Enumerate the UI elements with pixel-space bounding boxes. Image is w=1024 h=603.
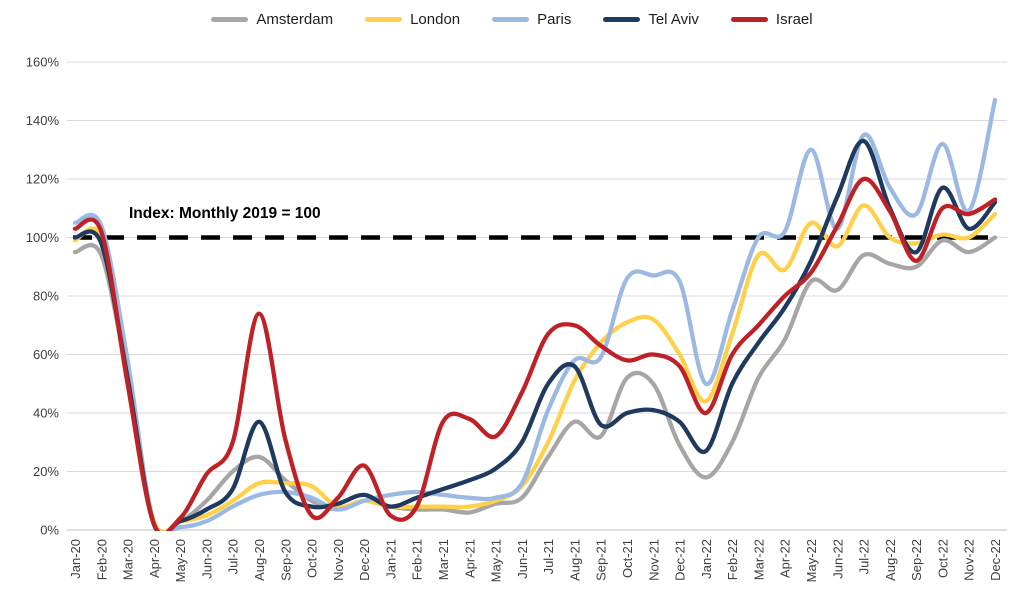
legend-swatch-israel (730, 17, 768, 22)
x-tick-label: Oct-20 (305, 539, 320, 578)
series-line-london (72, 203, 998, 531)
legend-label-paris: Paris (537, 11, 572, 28)
legend-swatch-amsterdam (211, 17, 249, 22)
y-tick-label: 120% (26, 172, 60, 187)
legend-item-amsterdam: Amsterdam (211, 11, 333, 28)
y-tick-label: 0% (40, 523, 59, 538)
x-tick-label: Jun-21 (515, 539, 530, 579)
x-tick-label: Feb-21 (410, 539, 425, 580)
x-tick-label: Mar-22 (751, 539, 766, 580)
legend-label-amsterdam: Amsterdam (256, 11, 334, 28)
x-tick-label: Dec-20 (357, 539, 372, 581)
x-tick-label: Jun-22 (830, 539, 845, 579)
x-tick-label: Nov-22 (962, 539, 977, 581)
x-tick-label: Feb-20 (94, 539, 109, 580)
chart-legend: Amsterdam London Paris Tel Aviv Israel (0, 11, 1024, 28)
x-tick-label: Dec-22 (988, 539, 1003, 581)
x-tick-label: Sep-21 (594, 539, 609, 581)
y-tick-label: 40% (33, 406, 59, 421)
x-tick-label: Jan-21 (383, 539, 398, 579)
x-tick-label: Nov-21 (646, 539, 661, 581)
x-tick-label: Apr-22 (778, 539, 793, 578)
y-tick-label: 160% (26, 55, 60, 70)
legend-swatch-london (365, 17, 403, 22)
legend-label-israel: Israel (775, 11, 813, 28)
x-tick-label: May-22 (804, 539, 819, 582)
x-tick-label: Dec-21 (673, 539, 688, 581)
y-tick-label: 140% (26, 113, 60, 128)
x-tick-label: Nov-20 (331, 539, 346, 581)
x-tick-label: Sep-22 (909, 539, 924, 581)
x-tick-label: Jul-20 (226, 539, 241, 574)
legend-swatch-paris (492, 17, 530, 22)
x-tick-label: Jan-20 (68, 539, 83, 579)
y-tick-label: 60% (33, 347, 59, 362)
x-tick-label: Jul-21 (541, 539, 556, 574)
series-line-israel (72, 176, 998, 531)
legend-item-paris: Paris (492, 11, 571, 28)
annotation-index-note: Index: Monthly 2019 = 100 (129, 205, 321, 222)
y-tick-label: 20% (33, 464, 59, 479)
legend-label-tel-aviv: Tel Aviv (648, 11, 699, 28)
legend-swatch-tel-aviv (603, 17, 641, 22)
legend-label-london: London (410, 11, 461, 28)
x-tick-label: Apr-20 (147, 539, 162, 578)
x-tick-label: May-21 (489, 539, 504, 582)
y-tick-label: 80% (33, 289, 59, 304)
y-tick-label: 100% (26, 230, 60, 245)
legend-item-tel-aviv: Tel Aviv (603, 11, 699, 28)
x-tick-label: Sep-20 (278, 539, 293, 581)
x-tick-label: Jul-22 (857, 539, 872, 574)
x-tick-label: Jun-20 (199, 539, 214, 579)
x-tick-label: Mar-20 (121, 539, 136, 580)
x-tick-label: Mar-21 (436, 539, 451, 580)
x-tick-label: Jan-22 (699, 539, 714, 579)
x-tick-label: Aug-21 (567, 539, 582, 581)
x-tick-label: Oct-21 (620, 539, 635, 578)
legend-item-london: London (365, 11, 460, 28)
legend-item-israel: Israel (730, 11, 813, 28)
x-tick-label: Oct-22 (935, 539, 950, 578)
series-line-paris (72, 97, 998, 531)
x-tick-label: May-20 (173, 539, 188, 582)
x-tick-label: Feb-22 (725, 539, 740, 580)
x-tick-label: Apr-21 (462, 539, 477, 578)
series-line-amsterdam (72, 235, 998, 531)
x-tick-label: Aug-20 (252, 539, 267, 581)
x-tick-label: Aug-22 (883, 539, 898, 581)
series-line-tel-aviv (72, 138, 998, 531)
